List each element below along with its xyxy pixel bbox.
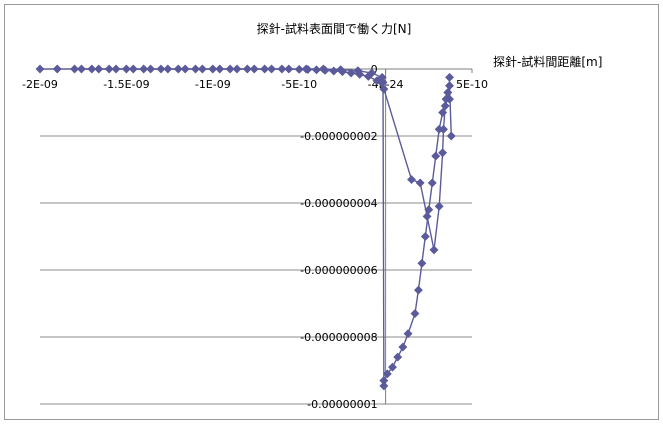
series-1-point-35 — [438, 107, 448, 118]
series-1-point-16 — [353, 66, 363, 76]
x-axis-label: 探針-試料間距離[m] — [493, 54, 602, 69]
y-tick-label-4: -0.000000008 — [300, 331, 377, 344]
series-1-point-37 — [444, 81, 455, 91]
series-1-point-20 — [379, 381, 389, 391]
x-tick-label-1: -1.5E-09 — [103, 78, 149, 91]
series-1-line — [81, 68, 452, 386]
series-1-point-31 — [424, 205, 434, 215]
series-1-point-36 — [441, 94, 451, 104]
series-0-point-2 — [70, 64, 80, 74]
series-1-point-23 — [387, 362, 398, 372]
y-tick-label-0: 0 — [371, 63, 378, 76]
series-0-point-17 — [311, 65, 322, 75]
series-0-point-21 — [346, 68, 356, 78]
series-1-point-17 — [367, 68, 377, 78]
x-tick-labels: -2E-09 -1.5E-09 -1E-09 -5E-10 -4E-24 5E-10 — [22, 69, 488, 91]
series-1-point-22 — [382, 369, 392, 379]
x-tick-label-5: 5E-10 — [456, 78, 488, 91]
series-0-point-0 — [35, 64, 45, 74]
series — [35, 64, 456, 391]
series-0-point-1 — [52, 64, 62, 74]
series-1-point-1 — [94, 64, 104, 74]
series-0-line — [40, 68, 451, 251]
series-1-point-38 — [446, 131, 456, 141]
series-1-point-2 — [111, 64, 121, 74]
series-1-point-13 — [301, 64, 311, 74]
series-1-point-24 — [393, 352, 403, 362]
y-tick-label-3: -0.000000006 — [300, 264, 377, 277]
series-0-point-25 — [379, 84, 389, 94]
series-1-point-27 — [410, 308, 420, 319]
series-1-point-4 — [146, 64, 156, 74]
series-1-point-30 — [420, 231, 430, 242]
grid-lines — [40, 135, 472, 405]
series-1-point-34 — [434, 124, 444, 134]
chart-frame — [4, 4, 659, 420]
series-0-point-30 — [434, 201, 444, 211]
series-1-point-9 — [232, 64, 242, 74]
series-1-point-5 — [163, 64, 173, 74]
y-tick-labels: 0 -0.000000002 -0.000000004 -0.000000006 -0.… — [300, 63, 386, 411]
x-tick-label-3: -5E-10 — [281, 78, 317, 91]
series-1-point-25 — [398, 342, 408, 352]
y-tick-label-2: -0.000000004 — [300, 197, 377, 210]
series-0-point-36 — [444, 72, 455, 82]
series-0-point-31 — [438, 148, 448, 158]
series-1-point-3 — [128, 64, 138, 74]
series-1-point-19 — [378, 77, 388, 87]
series-0-point-26 — [406, 174, 417, 185]
series-1-point-33 — [431, 151, 441, 161]
series-1-point-14 — [318, 64, 328, 74]
series-1-point-6 — [180, 64, 190, 74]
series-1-point-28 — [413, 285, 423, 295]
series-1-point-29 — [417, 258, 427, 268]
chart-title: 探針-試料表面間で働く力[N] — [257, 21, 412, 36]
series-1-point-10 — [249, 64, 259, 74]
series-1-point-8 — [215, 64, 225, 74]
series-0-point-29 — [429, 245, 439, 255]
x-tick-label-0: -2E-09 — [22, 78, 58, 91]
series-1-point-7 — [197, 64, 207, 74]
series-1-point-12 — [284, 64, 294, 74]
y-tick-label-1: -0.000000002 — [300, 130, 377, 143]
y-tick-label-5: -0.00000001 — [307, 398, 377, 411]
series-1-point-21 — [379, 375, 389, 386]
series-1-point-26 — [403, 329, 413, 339]
series-1-point-32 — [427, 178, 437, 188]
series-0-point-19 — [329, 66, 339, 76]
axes — [40, 68, 472, 404]
series-1-point-11 — [266, 64, 277, 74]
series-1-point-0 — [76, 64, 87, 74]
x-tick-label-2: -1E-09 — [195, 78, 231, 91]
series-1-point-15 — [336, 65, 346, 75]
series-0-point-27 — [415, 178, 425, 188]
